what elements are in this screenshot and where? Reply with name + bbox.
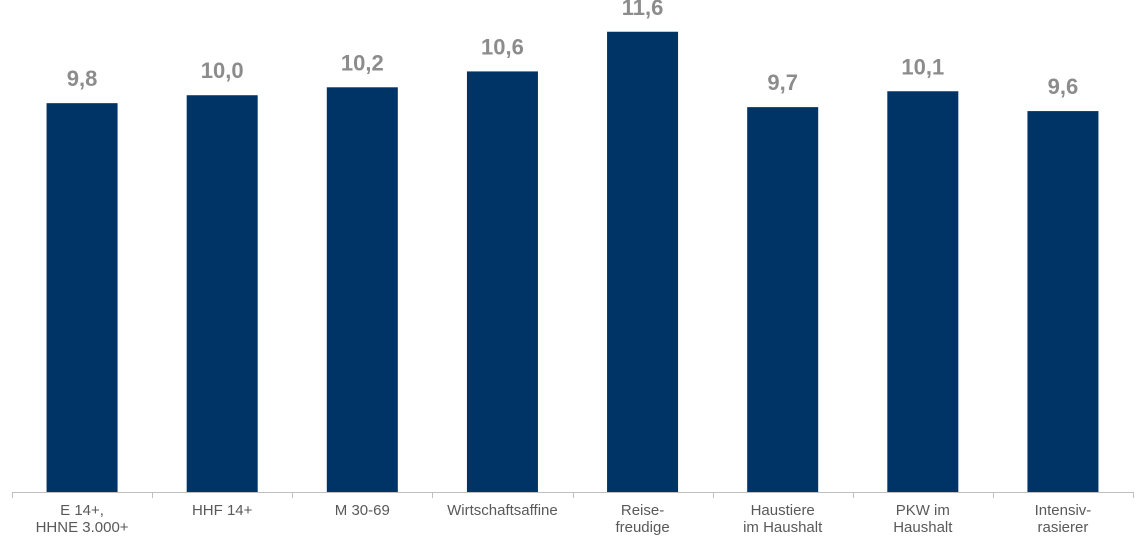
- category-label: PKW im Haushalt: [893, 502, 953, 536]
- value-label: 10,1: [901, 54, 944, 79]
- category-label: Wirtschaftsaffine: [447, 502, 558, 519]
- category-label-line: Haustiere: [751, 502, 815, 519]
- value-label: 11,6: [622, 0, 664, 20]
- value-label: 9,7: [767, 70, 798, 95]
- category-label-line: freudige: [615, 519, 669, 536]
- category-label-line: M 30-69: [335, 502, 390, 519]
- category-label: Reise-freudige: [615, 502, 669, 536]
- bar: [326, 87, 398, 493]
- value-label: 9,8: [67, 66, 98, 91]
- bar: [607, 31, 679, 492]
- x-axis: [12, 492, 1134, 498]
- bar: [887, 91, 959, 493]
- bar: [747, 107, 819, 493]
- bar: [466, 71, 538, 492]
- category-label-line: Haushalt: [893, 519, 953, 536]
- bars-group: [46, 31, 1099, 493]
- value-label: 10,2: [341, 50, 384, 75]
- value-label: 10,0: [201, 58, 244, 83]
- category-label-line: PKW im: [896, 502, 950, 519]
- value-labels-group: 9,8 10,0 10,2 10,6 11,6 9,7 10,1 9,6: [67, 0, 1078, 99]
- category-label-line: HHNE 3.000+: [36, 519, 129, 536]
- value-label: 9,6: [1048, 74, 1079, 99]
- category-label: M 30-69: [335, 502, 390, 519]
- value-label: 10,6: [481, 34, 524, 59]
- category-label-line: E 14+,: [60, 502, 104, 519]
- category-label-line: Reise-: [621, 502, 664, 519]
- category-label-line: HHF 14+: [192, 502, 253, 519]
- category-labels-group: E 14+, HHNE 3.000+ HHF 14+ M 30-69 Wirtschaf…: [36, 502, 1092, 536]
- category-label-line: im Haushalt: [743, 519, 823, 536]
- category-label: E 14+, HHNE 3.000+: [36, 502, 129, 536]
- category-label: Haustiere im Haushalt: [743, 502, 823, 536]
- category-label: HHF 14+: [192, 502, 253, 519]
- bar: [1027, 111, 1099, 492]
- bar: [186, 95, 258, 493]
- category-label-line: rasierer: [1038, 519, 1089, 536]
- category-label-line: Wirtschaftsaffine: [447, 502, 558, 519]
- category-label-line: Intensiv-: [1035, 502, 1092, 519]
- bar: [46, 103, 118, 493]
- category-label: Intensiv-rasierer: [1035, 502, 1092, 536]
